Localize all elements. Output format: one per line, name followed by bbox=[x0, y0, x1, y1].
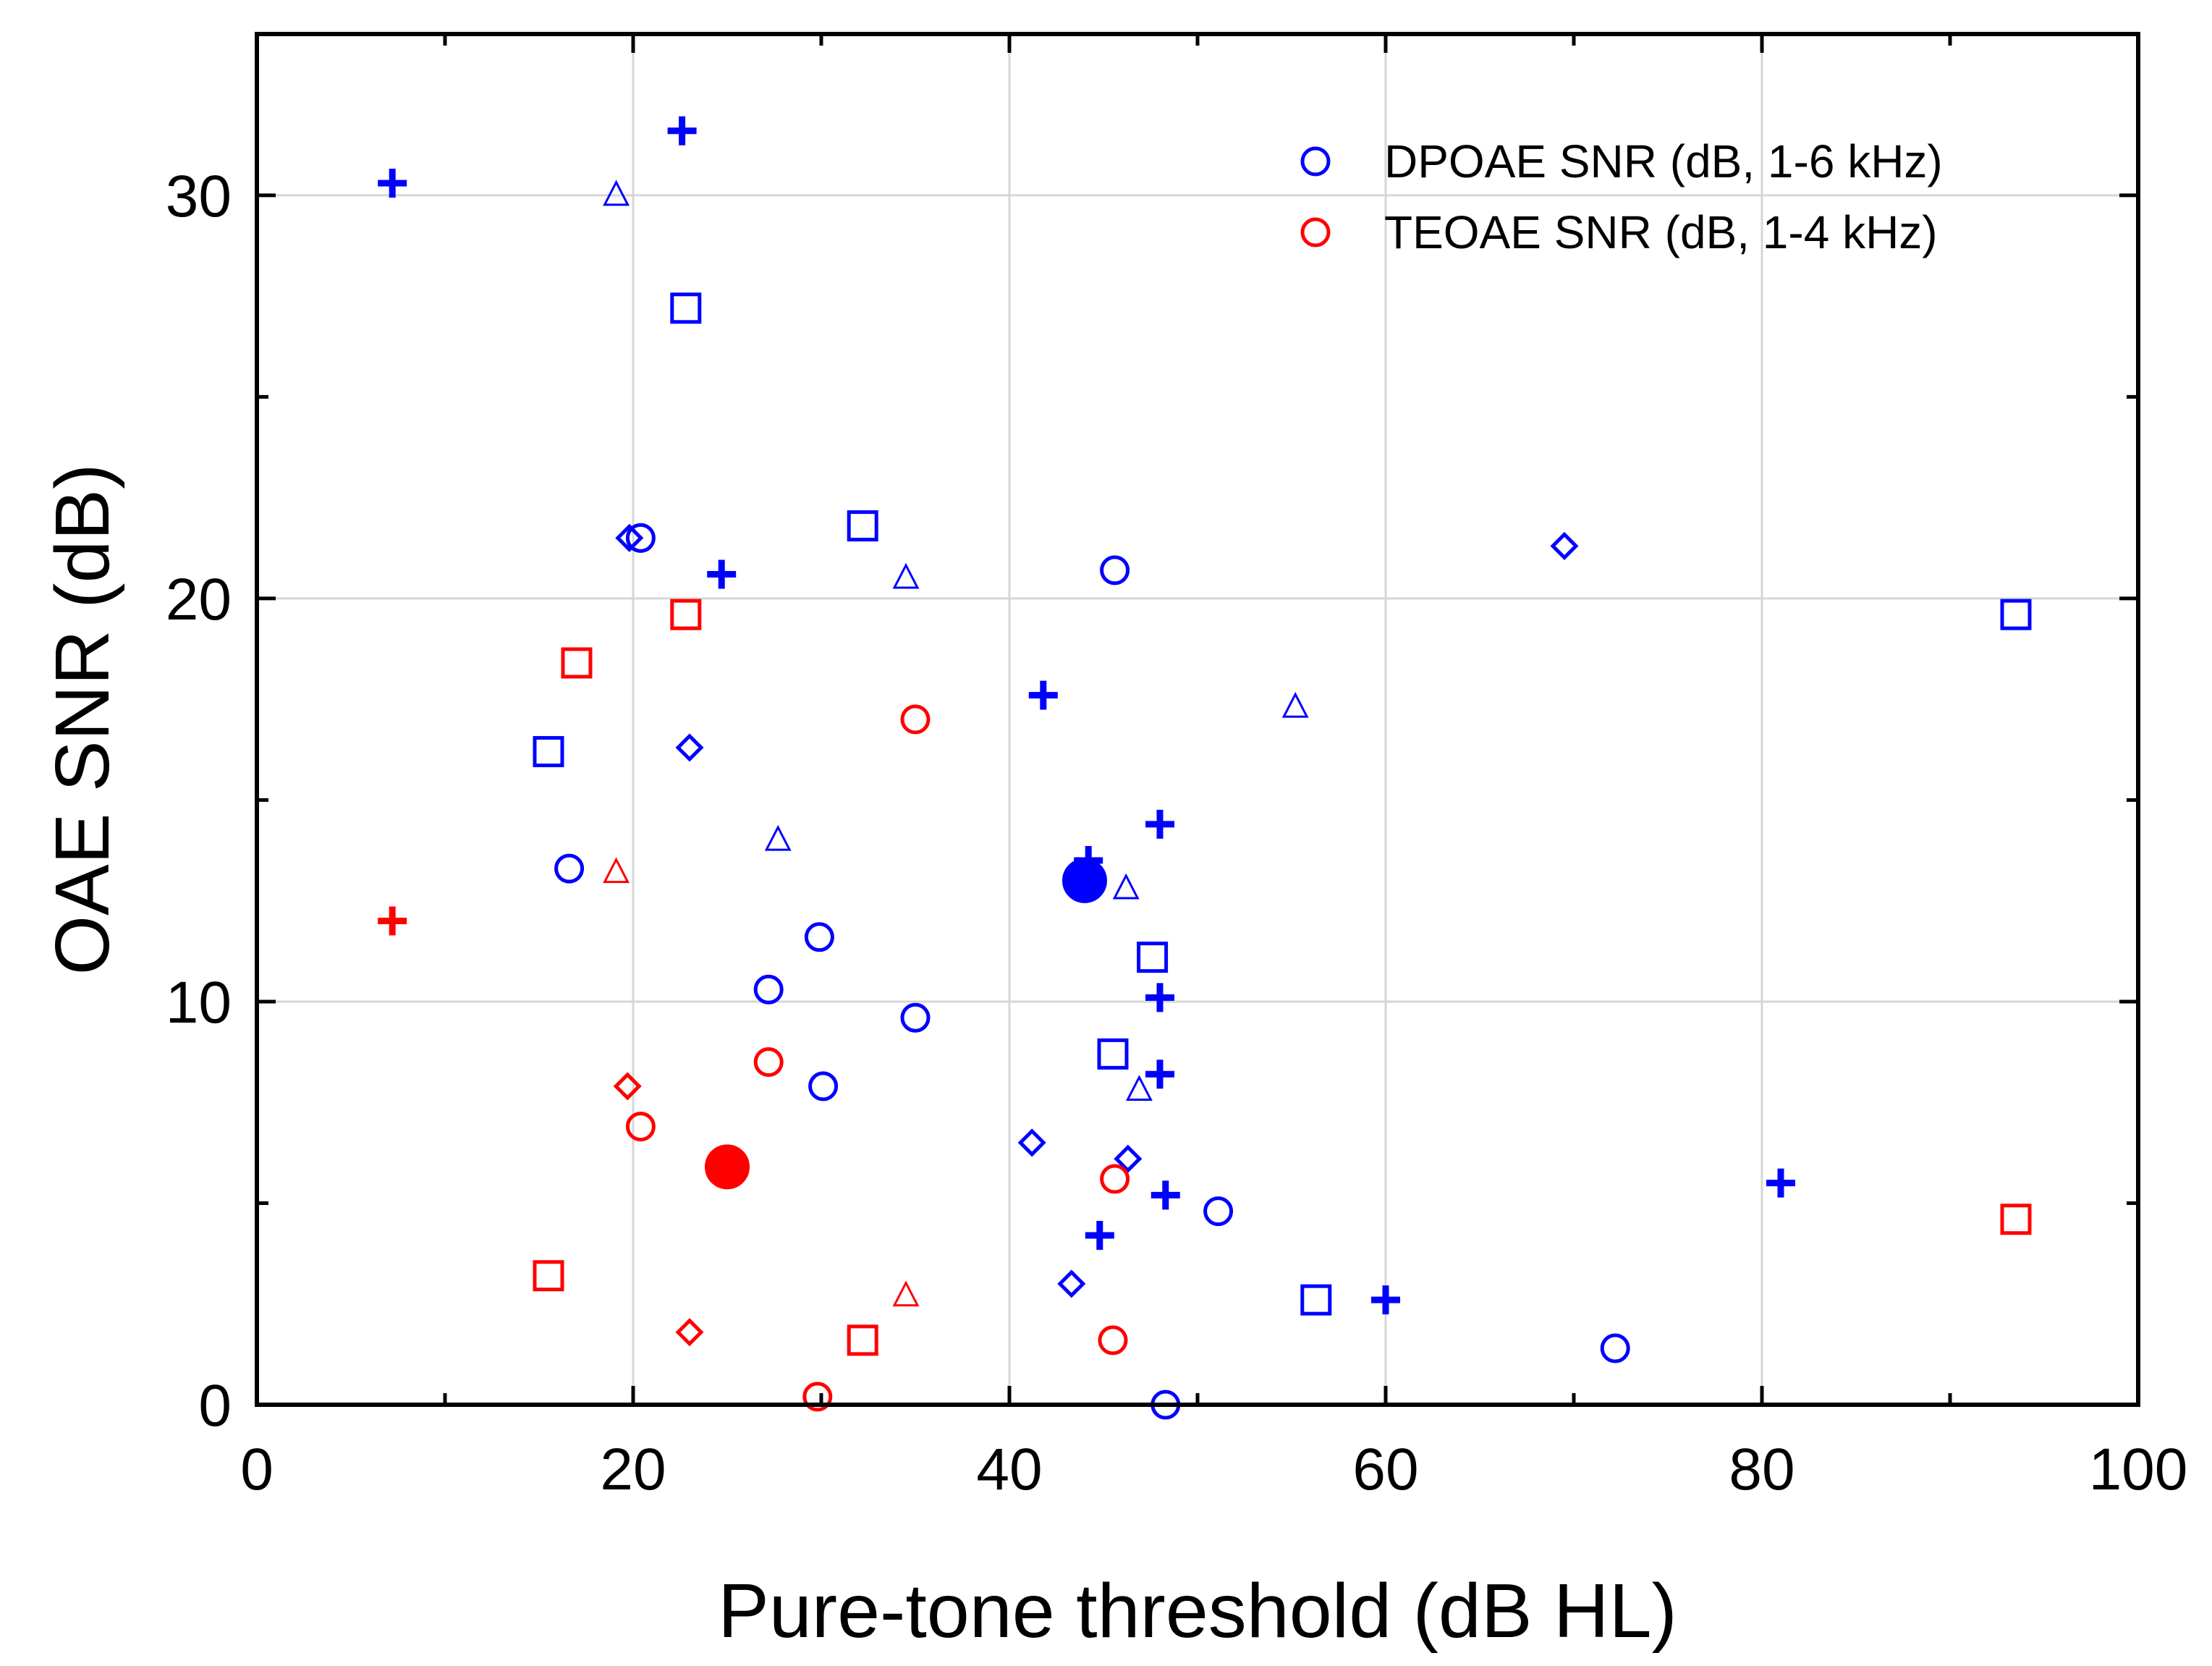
teoae-point-square bbox=[847, 1324, 878, 1356]
dpoae-point-triangle bbox=[764, 824, 792, 851]
axis-ticks bbox=[255, 34, 2140, 1407]
teoae-point-circle bbox=[625, 1112, 656, 1142]
dpoae-point-circle bbox=[804, 922, 834, 952]
y-tick-label: 10 bbox=[166, 970, 232, 1036]
teoae-point-square bbox=[670, 599, 702, 630]
teoae-point-circle bbox=[1098, 1325, 1128, 1356]
dpoae-point-diamond bbox=[675, 733, 704, 762]
y-tick-label: 20 bbox=[166, 567, 232, 633]
teoae-point-triangle bbox=[603, 857, 630, 884]
x-tick-label: 0 bbox=[240, 1437, 274, 1502]
dpoae-point-triangle bbox=[1281, 692, 1309, 718]
x-tick-label: 20 bbox=[600, 1437, 666, 1502]
dpoae-point-plus bbox=[1028, 680, 1058, 710]
teoae-point-filled-circle bbox=[705, 1144, 750, 1190]
dpoae-point-diamond bbox=[1017, 1128, 1046, 1157]
dpoae-point-plus bbox=[667, 116, 697, 145]
teoae-point-circle bbox=[802, 1382, 833, 1412]
dpoae-point-plus bbox=[1145, 809, 1174, 839]
x-tick-label: 100 bbox=[2089, 1437, 2188, 1502]
legend: DPOAE SNR (dB, 1-6 kHz) TEOAE SNR (dB, 1… bbox=[1300, 135, 1943, 258]
dpoae-point-plus bbox=[1151, 1180, 1180, 1210]
teoae-point-diamond bbox=[613, 1072, 642, 1101]
dpoae-point-plus bbox=[1371, 1285, 1400, 1315]
dpoae-point-circle bbox=[1600, 1333, 1630, 1363]
y-tick-label: 0 bbox=[198, 1373, 232, 1439]
dpoae-point-circle bbox=[808, 1071, 839, 1101]
dpoae-point-diamond bbox=[615, 523, 644, 552]
teoae-point-square bbox=[2000, 1204, 2032, 1235]
legend-dpoae-marker-icon bbox=[1300, 146, 1331, 177]
data-points bbox=[378, 116, 2032, 1420]
dpoae-point-plus bbox=[1145, 1060, 1174, 1089]
x-tick-labels: 0 20 40 60 80 100 bbox=[240, 1437, 2187, 1502]
teoae-point-square bbox=[533, 1260, 564, 1292]
teoae-point-circle bbox=[1100, 1164, 1130, 1194]
dpoae-point-circle bbox=[753, 974, 784, 1005]
y-axis-title: OAE SNR (dB) bbox=[40, 464, 125, 976]
dpoae-point-triangle bbox=[1125, 1075, 1153, 1101]
dpoae-point-square bbox=[2000, 599, 2032, 630]
dpoae-point-plus bbox=[378, 169, 407, 198]
dpoae-point-circle bbox=[554, 853, 585, 884]
dpoae-point-plus bbox=[707, 559, 737, 589]
dpoae-point-circle bbox=[1100, 555, 1130, 585]
teoae-point-circle bbox=[753, 1047, 784, 1077]
dpoae-point-triangle bbox=[892, 562, 920, 589]
teoae-point-square bbox=[561, 647, 593, 679]
dpoae-point-circle bbox=[900, 1002, 931, 1033]
teoae-point-plus bbox=[378, 906, 407, 936]
dpoae-point-filled-circle bbox=[1062, 858, 1107, 903]
dpoae-point-plus bbox=[1766, 1168, 1795, 1198]
dpoae-point-circle bbox=[625, 523, 656, 553]
dpoae-point-triangle bbox=[1112, 873, 1140, 900]
dpoae-point-triangle bbox=[603, 179, 630, 206]
dpoae-point-square bbox=[1137, 942, 1169, 973]
dpoae-point-diamond bbox=[1057, 1269, 1086, 1298]
x-tick-label: 80 bbox=[1729, 1437, 1794, 1502]
legend-teoae-label: TEOAE SNR (dB, 1-4 kHz) bbox=[1384, 206, 1938, 258]
legend-dpoae-label: DPOAE SNR (dB, 1-6 kHz) bbox=[1384, 135, 1943, 187]
x-tick-label: 40 bbox=[976, 1437, 1042, 1502]
dpoae-point-circle bbox=[1203, 1196, 1234, 1227]
y-tick-labels: 0 10 20 30 bbox=[166, 164, 232, 1439]
dpoae-point-square bbox=[670, 292, 702, 324]
dpoae-point-square bbox=[1300, 1284, 1332, 1316]
x-tick-label: 60 bbox=[1352, 1437, 1418, 1502]
y-tick-label: 30 bbox=[166, 164, 232, 229]
x-axis-title: Pure-tone threshold (dB HL) bbox=[718, 1568, 1677, 1654]
teoae-point-diamond bbox=[675, 1318, 704, 1347]
dpoae-point-diamond bbox=[1550, 531, 1579, 561]
dpoae-point-diamond bbox=[1114, 1144, 1143, 1173]
teoae-point-triangle bbox=[892, 1280, 920, 1307]
teoae-point-circle bbox=[900, 704, 931, 735]
dpoae-point-square bbox=[847, 510, 878, 542]
legend-teoae-marker-icon bbox=[1300, 217, 1331, 248]
dpoae-point-square bbox=[533, 736, 564, 768]
dpoae-point-plus bbox=[1145, 983, 1174, 1012]
dpoae-point-plus bbox=[1085, 1221, 1114, 1251]
grid-lines bbox=[257, 34, 2138, 1405]
dpoae-point-square bbox=[1097, 1038, 1129, 1070]
